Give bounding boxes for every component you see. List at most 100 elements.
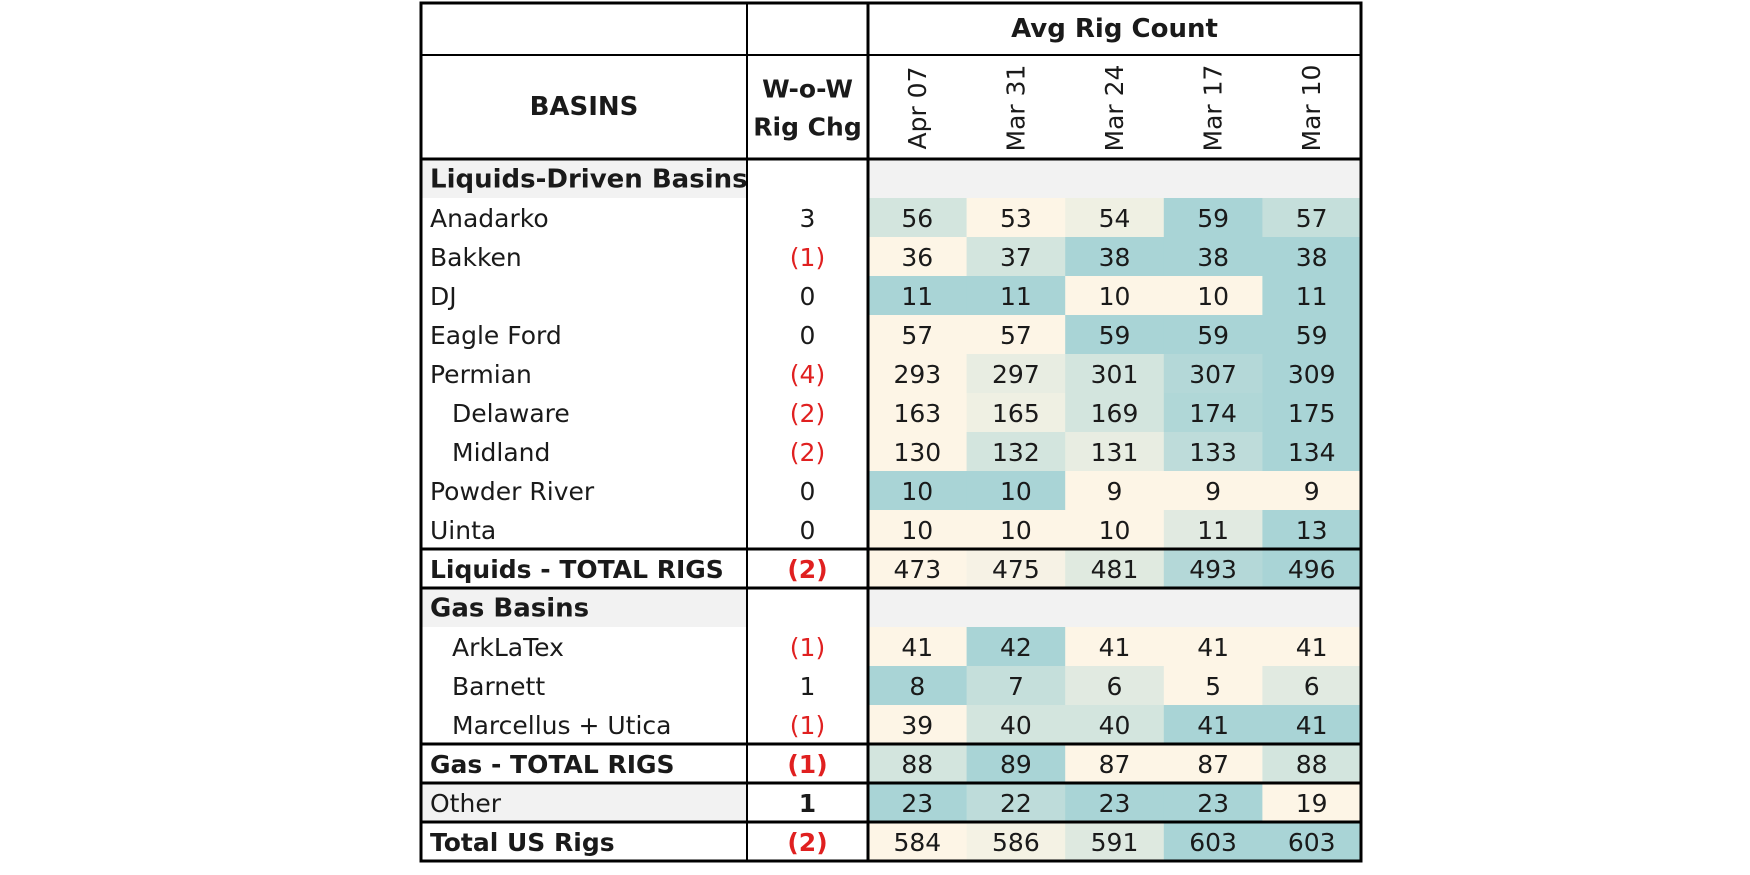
- rig-count-value: 301: [1091, 360, 1139, 389]
- wow-change-value: 1: [800, 672, 816, 701]
- heat-cell: [1163, 822, 1263, 861]
- heat-cell: [868, 354, 968, 393]
- heat-cell: [966, 783, 1066, 822]
- rig-count-value: 87: [1197, 750, 1229, 779]
- wow-change-value: 3: [800, 204, 816, 233]
- heat-cell: [966, 744, 1066, 783]
- heat-cell: [1065, 393, 1165, 432]
- heat-cell: [966, 432, 1066, 471]
- heat-cell: [1262, 393, 1362, 432]
- rig-count-value: 591: [1091, 828, 1139, 857]
- rig-count-value: 475: [992, 555, 1040, 584]
- heat-cell: [1163, 783, 1263, 822]
- rig-count-value: 130: [893, 438, 941, 467]
- rig-count-value: 38: [1197, 243, 1229, 272]
- heat-cell: [1262, 666, 1362, 705]
- rig-count-value: 132: [992, 438, 1040, 467]
- heat-cell: [1163, 354, 1263, 393]
- rig-count-value: 57: [1296, 204, 1328, 233]
- wow-change-value: (2): [787, 555, 827, 584]
- heat-cell: [1065, 432, 1165, 471]
- rig-count-value: 41: [1296, 711, 1328, 740]
- heat-cell: [868, 666, 968, 705]
- rig-count-value: 11: [1197, 516, 1229, 545]
- basin-label: Bakken: [430, 243, 522, 272]
- rig-count-value: 54: [1099, 204, 1131, 233]
- heat-cell: [1262, 432, 1362, 471]
- total-row-label: Liquids - TOTAL RIGS: [430, 555, 724, 584]
- rig-count-value: 10: [901, 516, 933, 545]
- heat-cell: [966, 822, 1066, 861]
- wow-change-value: 1: [799, 789, 816, 818]
- heat-cell: [1262, 783, 1362, 822]
- rig-count-value: 59: [1197, 321, 1229, 350]
- heat-cell: [868, 237, 968, 276]
- heat-cell: [1065, 510, 1165, 549]
- rig-count-value: 7: [1008, 672, 1024, 701]
- heat-cell: [1262, 198, 1362, 237]
- heat-cell: [1065, 822, 1165, 861]
- heat-cell: [1262, 510, 1362, 549]
- heat-cell: [1065, 198, 1165, 237]
- rig-count-value: 38: [1099, 243, 1131, 272]
- heat-cell: [966, 627, 1066, 666]
- rig-count-value: 9: [1205, 477, 1221, 506]
- week-header-4: Mar 10: [1297, 65, 1326, 152]
- rig-count-value: 8: [909, 672, 925, 701]
- rig-count-value: 19: [1296, 789, 1328, 818]
- rig-count-value: 493: [1189, 555, 1237, 584]
- basin-label: DJ: [430, 282, 457, 311]
- heat-cell: [868, 744, 968, 783]
- section-label: Liquids-Driven Basins: [430, 165, 748, 195]
- rig-count-value: 57: [901, 321, 933, 350]
- rig-count-value: 9: [1304, 477, 1320, 506]
- week-header-0: Apr 07: [903, 66, 932, 149]
- rig-count-value: 11: [901, 282, 933, 311]
- rig-count-value: 5: [1205, 672, 1221, 701]
- section-bg: [868, 159, 1361, 198]
- rig-count-value: 59: [1099, 321, 1131, 350]
- rig-count-value: 473: [893, 555, 941, 584]
- rig-count-value: 133: [1189, 438, 1237, 467]
- section-bg: [421, 159, 747, 198]
- rig-count-value: 11: [1000, 282, 1032, 311]
- rig-count-value: 23: [901, 789, 933, 818]
- rig-count-value: 23: [1099, 789, 1131, 818]
- rig-count-value: 309: [1288, 360, 1336, 389]
- heat-cell: [1065, 549, 1165, 588]
- section-bg: [868, 588, 1361, 627]
- heat-cell: [868, 471, 968, 510]
- heat-cell: [1262, 315, 1362, 354]
- heat-cell: [1262, 354, 1362, 393]
- wow-change-value: 0: [800, 321, 816, 350]
- wow-change-value: (4): [790, 360, 825, 389]
- rig-count-value: 53: [1000, 204, 1032, 233]
- rig-count-value: 88: [901, 750, 933, 779]
- basin-label: Marcellus + Utica: [452, 711, 671, 740]
- heat-cell: [966, 471, 1066, 510]
- wow-change-value: 0: [800, 282, 816, 311]
- basin-label: ArkLaTex: [452, 633, 564, 662]
- heat-cell: [1163, 666, 1263, 705]
- heat-cell: [1065, 354, 1165, 393]
- basin-label: Anadarko: [430, 204, 549, 233]
- rig-count-value: 131: [1091, 438, 1139, 467]
- heat-cell: [1262, 471, 1362, 510]
- rig-count-value: 59: [1197, 204, 1229, 233]
- heat-cell: [1065, 705, 1165, 744]
- basin-label: Delaware: [452, 399, 570, 428]
- wow-change-value: (1): [790, 711, 825, 740]
- heat-cell: [1262, 744, 1362, 783]
- heat-cell: [868, 627, 968, 666]
- heat-cell: [1262, 627, 1362, 666]
- heat-cell: [966, 276, 1066, 315]
- heat-cell: [1163, 432, 1263, 471]
- rig-count-value: 169: [1091, 399, 1139, 428]
- section-bg: [421, 588, 747, 627]
- rig-count-value: 603: [1189, 828, 1237, 857]
- rig-count-value: 59: [1296, 321, 1328, 350]
- heat-cell: [1163, 744, 1263, 783]
- rig-count-value: 586: [992, 828, 1040, 857]
- heat-cell: [966, 237, 1066, 276]
- heat-cell: [966, 666, 1066, 705]
